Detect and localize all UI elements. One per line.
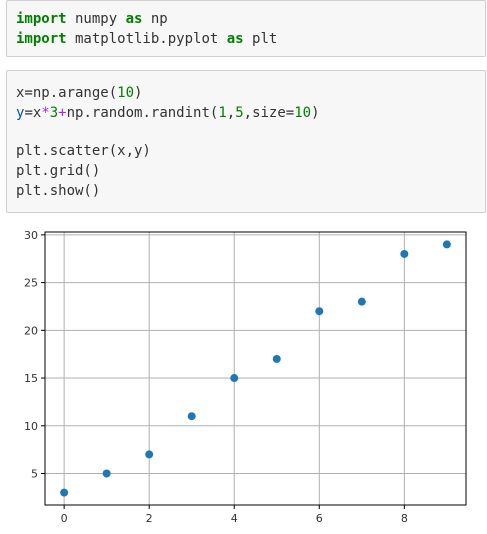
code-token: =x <box>24 105 42 121</box>
code-token: plt <box>243 31 278 47</box>
code-line: plt.show() <box>16 181 485 201</box>
code-token: plt.grid() <box>16 163 101 179</box>
y-tick-label: 10 <box>24 420 38 433</box>
code-token: x=np.arange( <box>16 85 118 101</box>
code-token: 10 <box>294 105 312 121</box>
code-line <box>16 123 485 141</box>
data-point <box>272 354 281 363</box>
code-cell-imports[interactable]: import numpy as np import matplotlib.pypl… <box>6 0 486 57</box>
code-line: plt.grid() <box>16 161 485 181</box>
code-token: ) <box>311 105 320 121</box>
grid-lines <box>45 232 466 505</box>
code-token: import <box>16 11 67 27</box>
y-tick-label: 5 <box>31 468 38 481</box>
code-line: import matplotlib.pyplot as plt <box>16 29 485 49</box>
data-point <box>102 469 111 478</box>
data-point <box>442 240 451 249</box>
x-tick-label: 2 <box>146 512 153 525</box>
axes-frame <box>44 231 467 506</box>
scatter-plot: 0 2 4 6 8 5 10 15 20 25 30 <box>24 229 467 525</box>
code-line: x=np.arange(10) <box>16 83 485 103</box>
y-tick-label: 20 <box>24 324 38 337</box>
code-token: import <box>16 31 67 47</box>
x-tick-label: 8 <box>401 512 408 525</box>
data-point <box>60 488 69 497</box>
x-tick-label: 0 <box>61 512 68 525</box>
code-token: np.random.randint( <box>66 105 219 121</box>
code-token: + <box>58 105 67 121</box>
code-line: y=x*3+np.random.randint(1,5,size=10) <box>16 103 485 123</box>
code-token: np <box>142 11 168 27</box>
x-tick-label: 4 <box>231 512 238 525</box>
code-cell-scatter[interactable]: x=np.arange(10) y=x*3+np.random.randint(1… <box>6 70 486 213</box>
data-points <box>60 240 451 497</box>
code-token: 5 <box>235 105 244 121</box>
data-point <box>187 412 196 421</box>
code-token: matplotlib.pyplot <box>66 31 227 47</box>
y-tick-label: 25 <box>24 277 38 290</box>
code-token: numpy <box>66 11 126 27</box>
code-token: plt.scatter(x,y) <box>16 143 151 159</box>
data-point <box>357 297 366 306</box>
data-point <box>315 307 324 316</box>
code-token: as <box>125 11 143 27</box>
code-token: y <box>16 105 25 121</box>
data-point <box>230 374 239 383</box>
code-line: plt.scatter(x,y) <box>16 141 485 161</box>
code-token: 3 <box>49 105 59 121</box>
code-token: as <box>226 31 244 47</box>
code-token: ) <box>134 85 143 101</box>
axis-ticks: 0 2 4 6 8 5 10 15 20 25 30 <box>24 229 408 525</box>
code-line: import numpy as np <box>16 9 485 29</box>
code-token: plt.show() <box>16 183 101 199</box>
code-token: * <box>41 105 50 121</box>
y-tick-label: 15 <box>24 372 38 385</box>
code-token: , <box>226 105 236 121</box>
code-token: 1 <box>218 105 227 121</box>
code-token: ,size= <box>243 105 295 121</box>
code-token: 10 <box>117 85 135 101</box>
data-point <box>145 450 154 459</box>
data-point <box>400 249 409 258</box>
x-tick-label: 6 <box>316 512 323 525</box>
y-tick-label: 30 <box>24 229 38 242</box>
